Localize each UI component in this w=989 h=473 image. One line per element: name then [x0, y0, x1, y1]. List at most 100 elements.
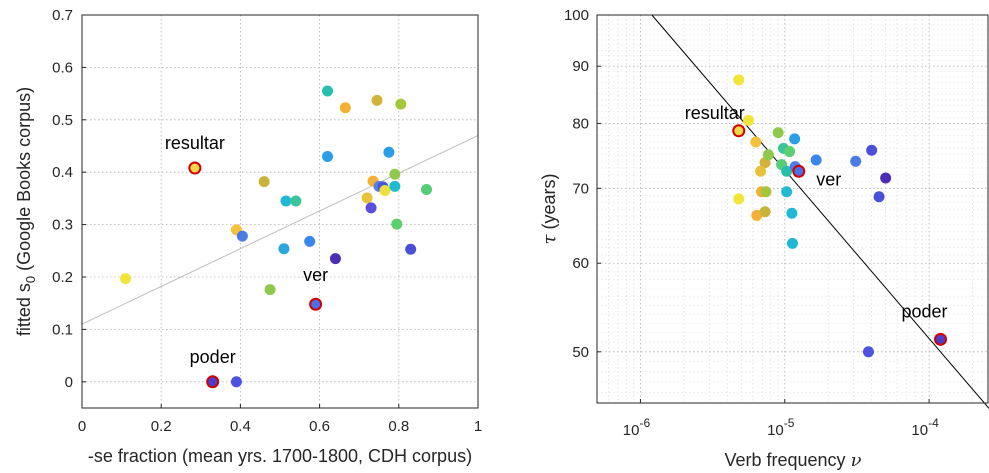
right-x-axis-label: Verb frequency ν [724, 450, 861, 471]
left-grid [81, 14, 479, 408]
data-point [421, 183, 433, 195]
data-point [304, 235, 316, 247]
data-point [786, 237, 798, 249]
left-x-tick-label: 1 [474, 418, 482, 435]
left-x-tick-label: 0.2 [151, 418, 172, 435]
data-point [230, 376, 242, 388]
data-point [866, 144, 878, 156]
left-tick-labels: 0 0.2 0.4 0.6 0.8 1 0 0.1 0.2 0.3 0.4 0.5 0.6 0.7 [52, 7, 482, 435]
right-tick-labels: 10-6 10-5 10-4 50 60 70 80 90 100 [564, 7, 939, 439]
right-y-tick-label: 90 [572, 58, 589, 75]
data-point [371, 94, 383, 106]
left-x-tick-label: 0 [78, 418, 86, 435]
annotation-ver: ver [816, 169, 841, 189]
data-point [781, 186, 793, 198]
data-point [383, 146, 395, 158]
right-axes-frame [596, 14, 989, 404]
left-y-tick-label: 0.4 [52, 164, 73, 181]
right-y-tick-label: 100 [564, 7, 589, 24]
data-point [278, 243, 290, 255]
right-x-tick-label: 10-5 [767, 416, 795, 439]
data-point [751, 209, 763, 221]
left-y-tick-label: 0.6 [52, 59, 73, 76]
right-y-tick-label: 70 [572, 180, 589, 197]
left-points [120, 85, 433, 388]
left-x-axis-label: -se fraction (mean yrs. 1700-1800, CDH c… [88, 446, 472, 466]
left-scatter-panel: 0 0.2 0.4 0.6 0.8 1 0 0.1 0.2 0.3 0.4 0.5 0.6 0.7 -se… [14, 7, 482, 466]
right-points [733, 74, 892, 358]
left-y-tick-label: 0 [65, 374, 73, 391]
left-y-tick-label: 0.7 [52, 7, 73, 24]
data-point [391, 218, 403, 230]
annotation-poder: poder [190, 347, 236, 367]
data-point [772, 127, 784, 139]
right-highlighted-points [732, 124, 948, 346]
left-y-axis-label: fitted s0 (Google Books corpus) [14, 87, 38, 336]
left-axes-frame [81, 14, 479, 409]
highlighted-point-ver [309, 297, 323, 311]
right-y-tick-label: 80 [572, 115, 589, 132]
right-fit-line [651, 14, 989, 409]
highlighted-point-poder [934, 332, 948, 346]
data-point [873, 191, 885, 203]
data-point [365, 202, 377, 214]
data-point [405, 243, 417, 255]
right-annotations: resultar ver poder [685, 103, 948, 322]
data-point [322, 85, 334, 97]
right-y-tick-label: 50 [572, 344, 589, 361]
data-point [389, 180, 401, 192]
left-annotations: resultar ver poder [165, 133, 328, 367]
data-point [733, 193, 745, 205]
left-x-tick-label: 0.4 [230, 418, 251, 435]
left-highlighted-points [188, 161, 323, 389]
data-point [762, 149, 774, 161]
data-point [810, 154, 822, 166]
data-point [379, 185, 391, 197]
data-point [781, 165, 793, 177]
data-point [786, 207, 798, 219]
data-point [784, 146, 796, 158]
data-point [361, 192, 373, 204]
annotation-ver: ver [303, 265, 328, 285]
left-y-tick-label: 0.5 [52, 112, 73, 129]
data-point [395, 98, 407, 110]
data-point [760, 186, 772, 198]
annotation-resultar: resultar [165, 133, 225, 153]
data-point [329, 253, 341, 265]
left-y-tick-label: 0.1 [52, 321, 73, 338]
highlighted-point-poder [206, 375, 220, 389]
right-scatter-panel: 10-6 10-5 10-4 50 60 70 80 90 100 Verb frequency… [539, 7, 989, 471]
left-fit-line [81, 135, 479, 325]
data-point [880, 172, 892, 184]
data-point [280, 195, 292, 207]
data-point [264, 284, 276, 296]
data-point [862, 346, 874, 358]
data-point [389, 168, 401, 180]
data-point [258, 176, 270, 188]
left-y-tick-label: 0.3 [52, 217, 73, 234]
annotation-resultar: resultar [685, 103, 745, 123]
data-point [850, 155, 862, 167]
right-y-tick-label: 60 [572, 255, 589, 272]
highlighted-point-resultar [188, 161, 202, 175]
left-x-tick-label: 0.6 [309, 418, 330, 435]
data-point [755, 165, 767, 177]
data-point [339, 102, 351, 114]
data-point [759, 206, 771, 218]
annotation-poder: poder [902, 301, 948, 321]
right-x-tick-label: 10-6 [623, 416, 651, 439]
right-x-tick-label: 10-4 [911, 416, 939, 439]
left-x-tick-label: 0.8 [388, 418, 409, 435]
data-point [789, 133, 801, 145]
highlighted-point-resultar [732, 124, 746, 138]
data-point [750, 136, 762, 148]
left-y-tick-label: 0.2 [52, 269, 73, 286]
right-y-axis-label: τ (years) [539, 174, 560, 245]
data-point [120, 273, 132, 285]
data-point [236, 230, 248, 242]
data-point [290, 195, 302, 207]
data-point [322, 150, 334, 162]
data-point [742, 114, 754, 126]
data-point [733, 74, 745, 86]
